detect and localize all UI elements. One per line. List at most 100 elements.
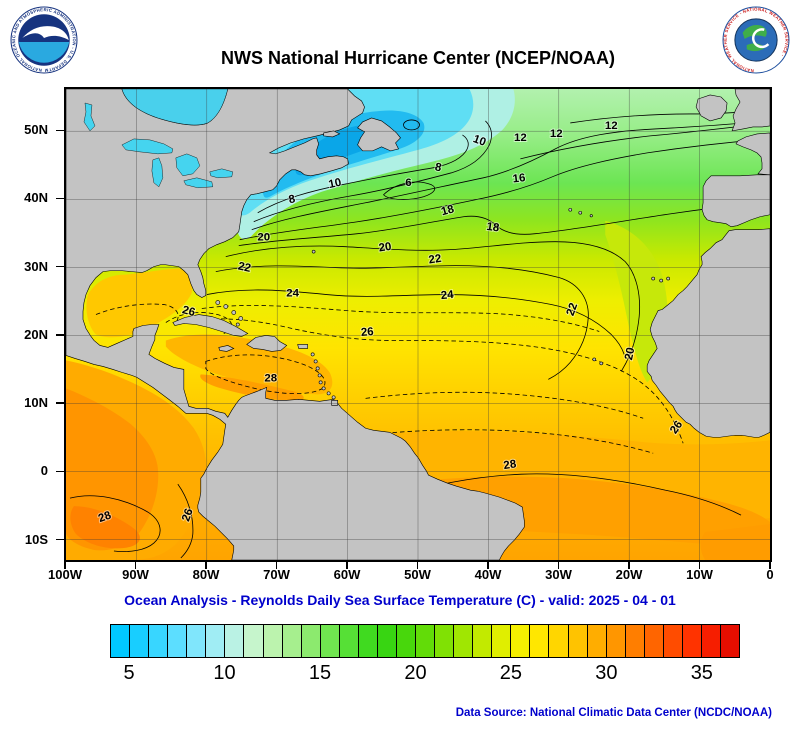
land-africa bbox=[646, 228, 770, 438]
x-axis-tick bbox=[557, 562, 560, 569]
grid-lines-layer bbox=[66, 89, 770, 560]
colorbar-tick-label: 20 bbox=[404, 662, 427, 684]
colorbar-cell bbox=[130, 625, 150, 657]
land-england bbox=[731, 89, 770, 132]
y-axis: 50N 40N 30N 20N 10N 0 10S bbox=[8, 0, 64, 600]
x-axis-tick bbox=[698, 562, 701, 569]
colorbar-tick-label: 15 bbox=[308, 662, 332, 684]
contour-label: 26 bbox=[181, 304, 196, 319]
contour-label: 12 bbox=[550, 128, 563, 140]
contour-label: 8 bbox=[434, 161, 443, 174]
contour-label: 26 bbox=[180, 507, 196, 523]
contour-label: 20 bbox=[257, 232, 270, 244]
colorbar-cell bbox=[244, 625, 264, 657]
contour-label: 28 bbox=[264, 372, 277, 384]
contour-labels-layer: 8 10 6 8 10 12 12 12 16 18 18 20 20 22 22 22 24 24 26 26 20 2… bbox=[96, 119, 686, 526]
x-axis-label: 20W bbox=[615, 567, 643, 582]
colorbar-cell bbox=[225, 625, 245, 657]
noaa-logo: NATIONAL OCEANIC AND ATMOSPHERIC ADMINIS… bbox=[10, 6, 78, 74]
colorbar-cell bbox=[187, 625, 207, 657]
contour-label: 10 bbox=[471, 133, 487, 149]
colorbar-cell bbox=[606, 625, 626, 657]
land-layer bbox=[66, 89, 770, 560]
land-lesser-antilles bbox=[310, 352, 336, 400]
y-axis-label: 50N bbox=[24, 122, 48, 138]
land-iberia bbox=[701, 174, 770, 228]
contour-label: 26 bbox=[360, 326, 374, 339]
contour-label: 16 bbox=[512, 172, 526, 185]
y-axis-tick bbox=[56, 402, 64, 404]
x-axis-tick bbox=[628, 562, 630, 569]
colorbar-cell bbox=[568, 625, 588, 657]
contour-label: 20 bbox=[378, 241, 392, 255]
x-axis-label: 90W bbox=[122, 567, 149, 582]
data-source: Data Source: National Climatic Data Cent… bbox=[455, 707, 772, 719]
noaa-seagull-icon bbox=[22, 26, 69, 40]
colorbar-cell bbox=[320, 625, 340, 657]
x-axis-label: 40W bbox=[474, 567, 502, 582]
contour-label: 12 bbox=[605, 120, 618, 132]
y-axis-label: 30N bbox=[24, 258, 48, 274]
y-axis-tick bbox=[56, 334, 64, 336]
colorbar-cell bbox=[511, 625, 531, 657]
y-axis-label: 0 bbox=[40, 463, 48, 479]
x-axis-tick bbox=[134, 562, 137, 569]
contour-label: 18 bbox=[440, 203, 456, 218]
colorbar-cell bbox=[358, 625, 378, 657]
contour-label: 22 bbox=[565, 301, 581, 317]
x-axis-tick bbox=[769, 562, 771, 569]
x-axis-tick bbox=[416, 562, 419, 569]
colorbar-tick-label: 25 bbox=[499, 662, 523, 684]
inland-water bbox=[83, 89, 233, 188]
y-axis-label: 10N bbox=[24, 395, 48, 411]
sst-map: 8 10 6 8 10 12 12 12 16 18 18 20 20 22 22 22 24 24 26 26 20 2… bbox=[66, 89, 770, 560]
noaa-emblem-sea bbox=[18, 42, 70, 63]
colorbar-tick-label: 10 bbox=[213, 662, 236, 684]
colorbar-cell bbox=[625, 625, 645, 657]
x-axis-label: 80W bbox=[192, 567, 220, 582]
colorbar-tick-label: 5 bbox=[123, 662, 135, 684]
colorbar-cell bbox=[530, 625, 550, 657]
x-axis-label: 0 bbox=[766, 567, 774, 582]
contour-label: 12 bbox=[514, 132, 527, 144]
land-ireland bbox=[695, 94, 728, 122]
land-jamaica bbox=[218, 345, 235, 352]
x-axis-tick bbox=[275, 562, 278, 569]
colorbar-cell bbox=[701, 625, 721, 657]
contour-label: 28 bbox=[503, 458, 518, 472]
y-axis-label: 10S bbox=[24, 531, 48, 547]
land-france bbox=[735, 132, 770, 176]
page-title: NWS National Hurricane Center (NCEP/NOAA… bbox=[220, 48, 616, 68]
contour-label: 6 bbox=[405, 177, 411, 189]
caption: Ocean Analysis - Reynolds Daily Sea Surf… bbox=[124, 592, 676, 608]
x-axis-label: 50W bbox=[404, 567, 431, 582]
colorbar-cell bbox=[473, 625, 493, 657]
contour-label: 10 bbox=[327, 177, 342, 191]
colorbar-tick-label: 30 bbox=[595, 662, 618, 684]
colorbar-cell bbox=[492, 625, 512, 657]
contour-label: 8 bbox=[288, 193, 297, 206]
land-small-islands bbox=[311, 207, 670, 366]
colorbar-tick-label: 35 bbox=[690, 662, 713, 684]
colorbar-cell bbox=[149, 625, 169, 657]
colorbar-cell bbox=[682, 625, 702, 657]
x-axis-tick bbox=[346, 562, 348, 569]
colorbar-cell bbox=[663, 625, 683, 657]
x-axis-label: 30W bbox=[545, 567, 572, 582]
colorbar-cell bbox=[263, 625, 283, 657]
contour-label: 20 bbox=[623, 346, 637, 361]
land-hispaniola bbox=[246, 335, 288, 352]
x-axis-label: 10W bbox=[686, 567, 713, 582]
colorbar-cell bbox=[454, 625, 474, 657]
contour-label: 18 bbox=[486, 221, 501, 235]
colorbar-cell bbox=[587, 625, 607, 657]
map-frame: 8 10 6 8 10 12 12 12 16 18 18 20 20 22 22 22 24 24 26 26 20 2… bbox=[64, 87, 772, 562]
nws-logo: NATIONAL WEATHER SERVICE - NATIONAL WEAT… bbox=[722, 6, 790, 74]
land-bahamas bbox=[215, 300, 244, 327]
land-cuba bbox=[172, 314, 249, 337]
land-newfoundland bbox=[357, 117, 401, 152]
contour-label: 24 bbox=[440, 289, 454, 302]
y-axis-tick bbox=[56, 197, 64, 200]
x-axis-tick bbox=[205, 562, 207, 569]
